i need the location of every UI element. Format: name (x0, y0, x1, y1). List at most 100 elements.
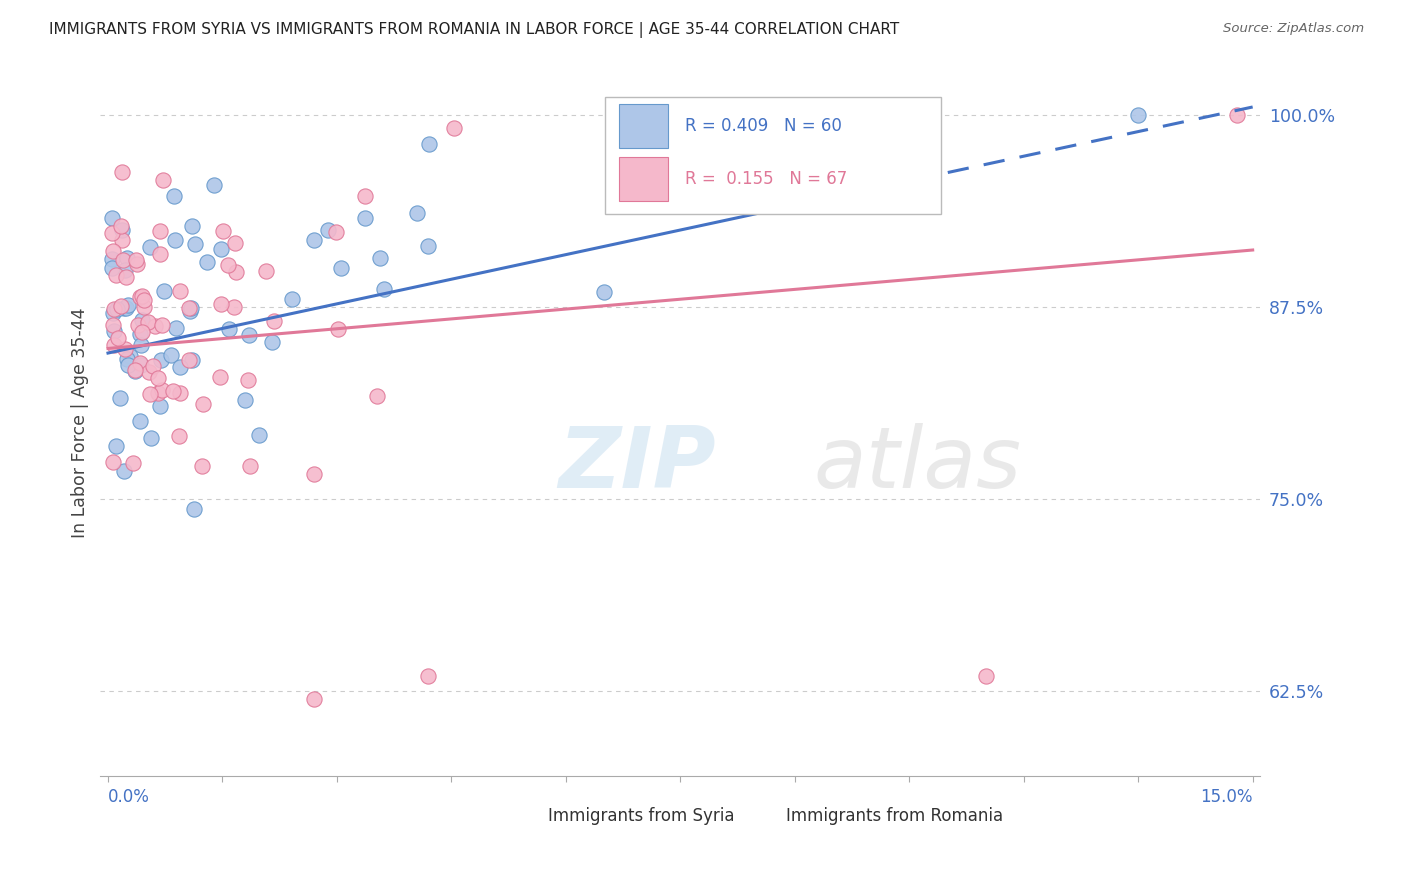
Point (239, 458, 262, 473)
Y-axis label: In Labor Force | Age 35-44: In Labor Force | Age 35-44 (72, 307, 89, 538)
Point (165, 321, 187, 335)
Point (112, 464, 135, 478)
Point (107, 331, 129, 345)
Point (115, 351, 138, 366)
Point (263, 314, 285, 328)
Point (191, 459, 214, 474)
Point (114, 269, 136, 284)
Text: Source: ZipAtlas.com: Source: ZipAtlas.com (1223, 22, 1364, 36)
Point (105, 302, 128, 317)
Text: R = 0.409   N = 60: R = 0.409 N = 60 (685, 117, 842, 136)
Point (152, 172, 174, 186)
Point (115, 251, 138, 265)
Point (247, 428, 270, 442)
Point (165, 233, 187, 247)
Point (124, 364, 146, 378)
Point (169, 359, 191, 374)
Point (159, 348, 181, 362)
Point (373, 282, 395, 296)
Point (209, 297, 232, 311)
Point (443, 120, 465, 135)
Text: atlas: atlas (814, 423, 1022, 507)
Point (260, 334, 283, 349)
Point (1128, 108, 1150, 122)
Point (149, 247, 172, 261)
Point (179, 301, 201, 316)
Text: R =  0.155   N = 67: R = 0.155 N = 67 (685, 169, 848, 188)
Point (183, 502, 205, 516)
Point (129, 337, 152, 351)
Point (217, 258, 239, 272)
FancyBboxPatch shape (517, 802, 544, 829)
Point (129, 356, 152, 370)
FancyBboxPatch shape (619, 157, 668, 201)
Point (139, 431, 162, 445)
Point (149, 399, 172, 413)
Point (179, 353, 201, 368)
Point (114, 263, 136, 277)
Point (108, 392, 131, 406)
Point (117, 298, 139, 312)
Point (139, 240, 162, 254)
Point (142, 359, 165, 373)
Point (138, 365, 160, 379)
Text: Immigrants from Syria: Immigrants from Syria (548, 806, 734, 824)
Point (150, 383, 173, 397)
Point (101, 252, 124, 267)
Point (148, 370, 170, 384)
Point (112, 301, 135, 315)
Point (179, 304, 201, 318)
Point (163, 189, 186, 203)
FancyBboxPatch shape (755, 802, 782, 829)
Point (416, 239, 439, 253)
Point (101, 244, 124, 258)
Point (103, 325, 125, 339)
Point (101, 261, 124, 276)
Point (131, 289, 153, 303)
Point (101, 226, 124, 240)
Point (405, 206, 427, 220)
Point (183, 237, 205, 252)
Point (110, 219, 132, 233)
Point (354, 189, 377, 203)
Point (114, 342, 136, 356)
Point (148, 385, 170, 400)
Point (233, 393, 256, 408)
Point (118, 349, 141, 363)
Point (302, 692, 325, 706)
Point (111, 165, 134, 179)
Point (101, 455, 124, 469)
FancyBboxPatch shape (619, 104, 668, 148)
Point (418, 669, 440, 683)
Point (181, 353, 204, 368)
Point (129, 358, 152, 372)
Point (103, 306, 125, 320)
Point (134, 300, 156, 314)
Point (134, 293, 156, 307)
Point (136, 315, 159, 329)
Point (418, 136, 440, 151)
Point (366, 389, 388, 403)
Point (208, 370, 231, 384)
Point (169, 385, 191, 400)
Point (225, 265, 247, 279)
Point (191, 397, 214, 411)
Point (127, 257, 149, 271)
Point (103, 302, 125, 317)
Point (105, 440, 128, 454)
Point (152, 284, 174, 298)
Text: 0.0%: 0.0% (108, 789, 150, 806)
Point (325, 225, 347, 239)
Point (169, 284, 191, 298)
Point (236, 373, 259, 387)
Point (131, 312, 153, 326)
Point (368, 251, 391, 265)
FancyBboxPatch shape (605, 97, 941, 213)
Point (124, 363, 146, 377)
Point (197, 255, 219, 269)
Point (122, 457, 145, 471)
Point (105, 268, 128, 283)
Point (149, 224, 172, 238)
Point (127, 318, 149, 332)
Point (169, 429, 191, 443)
